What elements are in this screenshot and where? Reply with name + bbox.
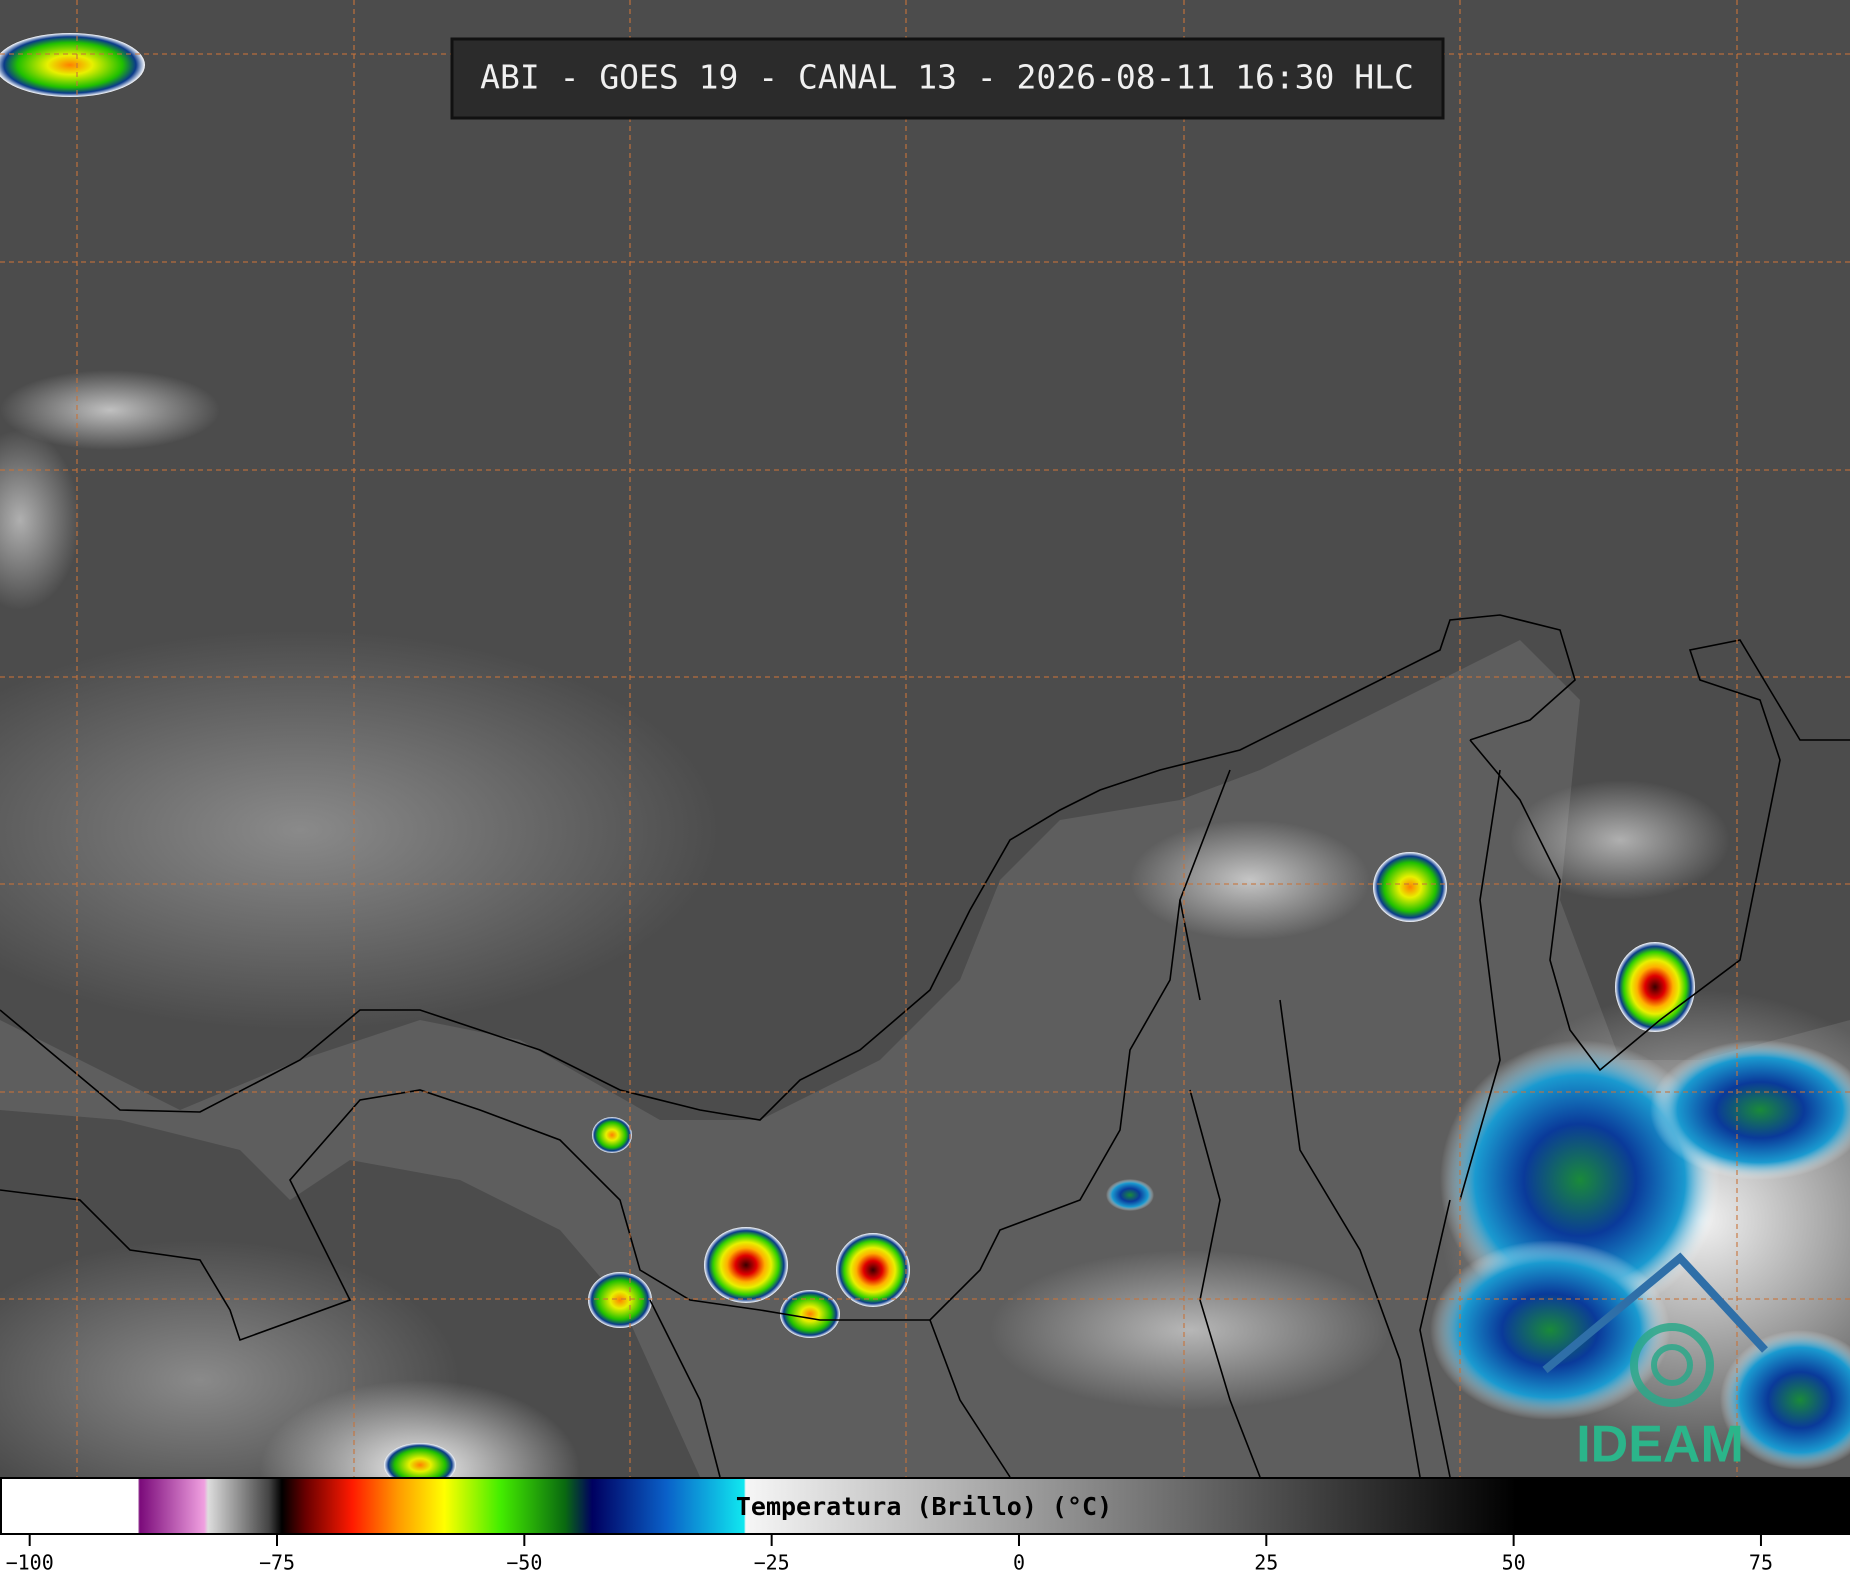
lat-lon-grid [0,0,1850,1477]
title-box [450,37,1445,120]
logo-text: IDEAM [1576,1416,1744,1474]
tick-label: −100 [6,1551,54,1575]
tick-label: 50 [1502,1551,1526,1575]
tick-label: −50 [506,1551,542,1575]
colorbar-ticks: −100 −75 −50 −25 0 25 50 75 [6,1534,1773,1575]
tick-label: −25 [754,1551,790,1575]
tick-label: 75 [1749,1551,1773,1575]
title: ABI - GOES 19 - CANAL 13 - 2026-08-11 16… [480,58,1414,97]
logo: IDEAM [1542,1252,1768,1474]
tick-label: −75 [259,1551,295,1575]
colorbar-label: Temperatura (Brillo) (°C) [736,1492,1112,1521]
colorbar [0,1477,1850,1535]
tick-label: 25 [1254,1551,1278,1575]
tick-label: 0 [1013,1551,1025,1575]
